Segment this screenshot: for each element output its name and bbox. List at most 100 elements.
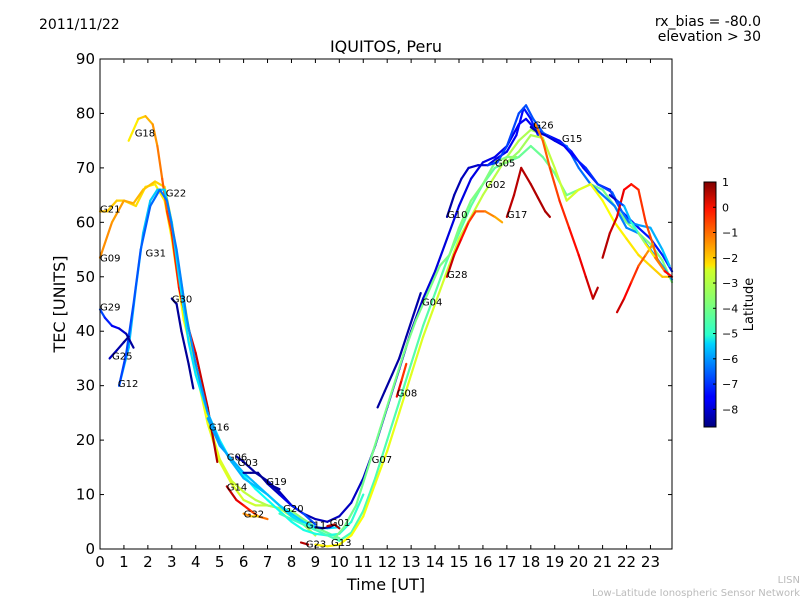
series-G26-segment [596,183,614,194]
series-G29-segment [125,332,135,349]
satellite-label-G03: G03 [238,458,258,469]
series-G02-segment [524,104,535,121]
series-G19-segment [266,482,281,496]
satellite-label-G18: G18 [135,129,155,140]
series-G06-segment [314,517,329,523]
x-tick-label: 0 [95,553,105,571]
x-tick-label: 13 [402,553,421,571]
series-G22-segment [608,194,619,202]
date-label: 2011/11/22 [39,17,120,33]
series-G12-segment [149,188,161,208]
series-G07-segment [438,253,451,267]
series-G21-segment [106,199,118,213]
series-G05-segment [498,161,508,167]
series-G20-segment [314,528,329,537]
series-G10-segment [460,166,470,180]
colorbar-tick-label: −7 [722,378,738,391]
series-G29-segment [117,327,128,335]
series-G04-segment [376,390,386,409]
series-G27-segment [651,243,659,262]
series-G07-segment [367,428,382,469]
series-G10-segment [445,194,456,218]
series-G25 [108,335,130,360]
series-G02-segment [577,166,592,186]
series-G07-segment [469,183,484,202]
series-G07-segment [426,264,441,295]
series-G20-segment [434,259,449,295]
series-G14-segment [242,504,252,512]
series-G20-segment [350,509,365,534]
series-G18-segment [127,117,140,142]
series-G27-segment [601,232,611,259]
y-tick-label: 20 [76,431,95,449]
series-G05-segment [625,237,640,257]
series-G19-segment [278,493,293,507]
series-G16-segment [218,444,233,461]
series-G15-segment [591,286,599,300]
series-G31-segment [290,520,305,532]
x-tick-label: 1 [119,553,129,571]
series-G05-segment [589,183,604,202]
series-G28-segment [493,215,504,224]
series-G13-segment [422,302,437,338]
series-G02-segment [601,194,616,208]
satellite-label-G26: G26 [533,120,553,131]
x-tick-label: 5 [215,553,225,571]
series-G05-segment [637,253,652,267]
series-G20-segment [398,362,413,404]
x-tick-label: 15 [449,553,468,571]
colorbar-tick-label: 1 [722,176,729,189]
satellite-label-G12: G12 [118,379,138,390]
series-G15-segment [577,253,587,278]
series-G07-segment [414,292,429,322]
satellite-label-G15: G15 [562,134,582,145]
colorbar-label: Latitude [742,278,757,332]
series-G13-segment [469,194,484,218]
series-G05 [498,134,671,278]
series-G06-segment [338,501,353,518]
satellite-label-G06: G06 [227,452,247,463]
x-tick-label: 2 [143,553,153,571]
series-G12-segment [185,313,197,365]
series-G31-segment [266,498,281,512]
series-G26-segment [529,125,540,134]
series-G24-segment [622,281,633,300]
series-G17-segment [520,166,532,186]
y-tick-label: 10 [76,486,95,504]
series-G20-segment [410,324,425,365]
series-G02-segment [505,112,520,148]
series-G08-segment [400,362,408,382]
series-G20-segment [338,531,353,542]
series-G12-segment [175,248,188,316]
x-tick-label: 19 [545,553,564,571]
satellite-label-G14: G14 [227,482,247,493]
series-G22-segment [654,256,666,273]
satellite-label-G05: G05 [495,158,515,169]
series-G31-segment [187,341,197,376]
series-G10 [445,106,540,218]
x-tick-label: 22 [617,553,636,571]
series-G26-segment [584,166,599,186]
series-G02-segment [532,117,544,134]
x-tick-label: 21 [593,553,612,571]
series-G08 [395,362,408,398]
series-G21-segment [218,460,233,485]
series-G06-segment [350,477,365,504]
satellite-label-G09: G09 [100,254,120,265]
series-G26-segment [649,226,664,251]
series-G24 [615,243,655,314]
series-G05-segment [505,150,520,164]
series-G13-segment [481,175,496,197]
series-G13-segment [410,335,425,376]
satellite-label-G16: G16 [209,423,229,434]
series-G04-segment [390,357,401,376]
series-G22-segment [622,204,633,224]
series-G09-segment [122,199,135,205]
y-tick-label: 40 [76,322,95,340]
series-G16-segment [206,417,221,447]
series-G16-segment [230,458,245,474]
x-axis-label: Time [UT] [346,575,425,594]
rx-bias-label: rx_bias = -80.0 [654,14,761,30]
series-G20-segment [362,477,377,512]
series-G10-segment [453,177,463,197]
